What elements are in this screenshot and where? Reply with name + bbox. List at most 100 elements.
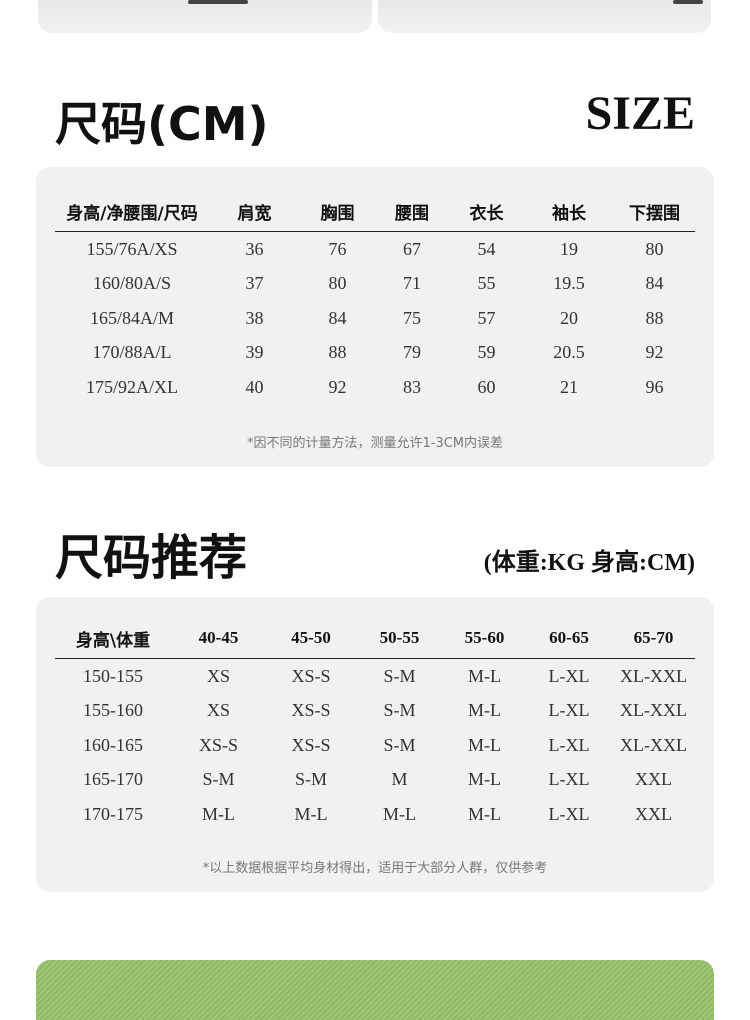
table-cell: 55 [477,273,496,294]
table-cell: 165-170 [83,769,143,790]
table-cell: 160/80A/S [92,273,171,294]
table-cell: 175/92A/XL [86,376,178,397]
column-header: 身高/净腰围/尺码 [66,203,198,224]
table-cell: 84 [645,273,664,294]
product-photo-right [378,0,711,33]
recommend-table: 身高\体重 40-45 45-50 50-55 55-60 60-65 65-70 150-1… [55,618,695,832]
table-cell: 88 [328,342,347,363]
size-title-en: SIZE [585,87,695,140]
column-header: 身高\体重 [75,630,151,651]
recommend-note: *以上数据根据平均身材得出，适用于大部分人群，仅供参考 [202,861,548,876]
table-cell: 59 [477,342,496,363]
table-cell: 20.5 [553,342,585,363]
table-cell: XL-XXL [620,665,687,686]
size-chart-note: *因不同的计量方法，测量允许1-3CM内误差 [246,436,504,451]
table-cell: 40 [245,376,264,397]
table-cell: XS [206,665,230,686]
table-cell: XS-S [291,665,331,686]
table-cell: XS-S [291,700,331,721]
table-cell: 84 [328,307,347,328]
column-header: 胸围 [320,203,355,224]
table-cell: L-XL [548,734,590,755]
table-cell: 37 [245,273,264,294]
column-header: 衣长 [469,203,504,224]
table-row: 175/92A/XL 40 92 83 60 21 96 [55,370,695,405]
column-header: 60-65 [549,628,589,647]
table-cell: 83 [403,376,421,397]
table-row: 165/84A/M 38 84 75 57 20 88 [55,301,695,336]
table-cell: 92 [645,342,664,363]
table-cell: XS-S [198,734,238,755]
table-cell: 67 [403,238,421,259]
table-cell: 57 [477,307,496,328]
table-row: 160/80A/S 37 80 71 55 19.5 84 [55,267,695,302]
table-header-row: 身高/净腰围/尺码 肩宽 胸围 腰围 衣长 袖长 下摆围 [55,191,695,232]
table-cell: S-M [202,769,235,790]
table-cell: XS-S [291,734,331,755]
table-cell: 38 [245,307,264,328]
table-cell: M-L [468,769,501,790]
table-cell: 19 [560,238,578,259]
table-cell: M-L [468,734,501,755]
table-cell: 96 [645,376,664,397]
table-cell: XL-XXL [620,700,687,721]
column-header: 腰围 [395,203,429,224]
column-header: 55-60 [464,628,505,647]
table-cell: M-L [383,803,416,824]
table-row: 170/88A/L 39 88 79 59 20.5 92 [55,336,695,371]
table-cell: 79 [403,342,421,363]
size-title: 尺码(CM) [55,97,269,151]
column-header: 肩宽 [237,203,272,224]
table-cell: S-M [383,734,416,755]
table-cell: 75 [403,307,421,328]
table-cell: L-XL [548,700,590,721]
table-cell: XXL [635,769,672,790]
table-row: 165-170 S-M S-M M M-L L-XL XXL [55,763,695,798]
table-row: 155/76A/XS 36 76 67 54 19 80 [55,232,695,267]
table-header-row: 身高\体重 40-45 45-50 50-55 55-60 60-65 65-70 [55,618,695,659]
table-cell: 80 [645,238,664,259]
table-cell: M-L [468,700,501,721]
product-photo-left [38,0,372,33]
table-cell: 160-165 [83,734,143,755]
recommend-card: 身高\体重 40-45 45-50 50-55 55-60 60-65 65-70 150-1… [36,597,714,892]
table-cell: 54 [477,238,496,259]
table-cell: S-M [294,769,327,790]
table-cell: 21 [560,376,578,397]
table-cell: 80 [328,273,347,294]
table-cell: M-L [468,803,501,824]
table-cell: XXL [635,803,672,824]
size-chart-table: 身高/净腰围/尺码 肩宽 胸围 腰围 衣长 袖长 下摆围 155/76A/XS 36 76 67 54… [55,191,695,405]
table-cell: M-L [468,665,501,686]
table-cell: L-XL [548,803,590,824]
table-cell: 60 [477,376,496,397]
table-row: 160-165 XS-S XS-S S-M M-L L-XL XL-XXL [55,728,695,763]
table-cell: 170/88A/L [92,342,172,363]
table-cell: S-M [383,665,416,686]
table-cell: 155-160 [83,700,143,721]
table-cell: 76 [328,238,347,259]
table-cell: 71 [403,273,421,294]
table-row: 155-160 XS XS-S S-M M-L L-XL XL-XXL [55,694,695,729]
table-cell: 20 [560,307,578,328]
column-header: 45-50 [291,628,331,647]
table-cell: S-M [383,700,416,721]
column-header: 50-55 [379,628,420,647]
table-cell: XS [206,700,230,721]
fabric-photo [36,960,714,1020]
recommend-units: (体重:KG 身高:CM) [483,550,695,576]
table-cell: 19.5 [553,273,585,294]
table-row: 150-155 XS XS-S S-M M-L L-XL XL-XXL [55,659,695,694]
recommend-title: 尺码推荐 [55,530,248,586]
table-cell: 92 [328,376,347,397]
column-header: 65-70 [633,628,674,647]
table-row: 170-175 M-L M-L M-L M-L L-XL XXL [55,797,695,832]
size-chart-card: 身高/净腰围/尺码 肩宽 胸围 腰围 衣长 袖长 下摆围 155/76A/XS 36 76 67 54… [36,167,714,467]
column-header: 下摆围 [629,203,680,224]
table-cell: M-L [202,803,235,824]
table-cell: 39 [245,342,264,363]
table-cell: 155/76A/XS [86,238,178,259]
table-cell: XL-XXL [620,734,687,755]
table-cell: 88 [645,307,664,328]
table-cell: M [391,769,408,790]
